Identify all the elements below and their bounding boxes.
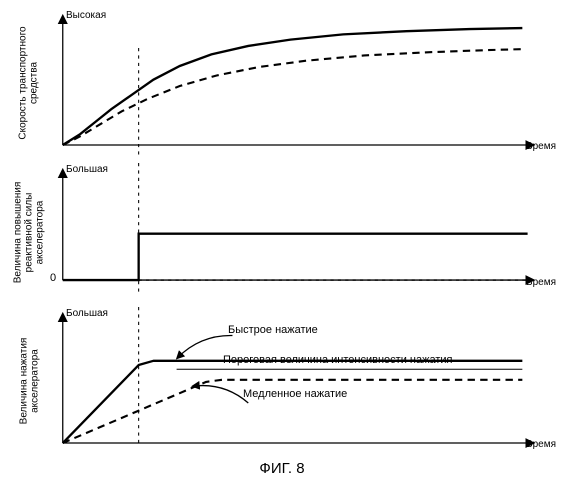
panel-speed: Скорость транспортногосредства Высокая В… (10, 8, 554, 158)
plot-wrap-3: Большая Время Быстрое нажатие Пороговая … (48, 306, 554, 456)
ylabel-wrap-3: Величина нажатияакселератора (10, 306, 48, 456)
ylabel-wrap-2: Величина повышенияреактивной силыакселер… (10, 162, 48, 302)
plot-wrap-1: Высокая Время (48, 8, 554, 158)
figure-caption: ФИГ. 8 (10, 460, 554, 477)
ylabel-wrap-1: Скорость транспортногосредства (10, 8, 48, 158)
ylabel-3: Величина нажатияакселератора (18, 338, 40, 425)
panel-reaction: Величина повышенияреактивной силыакселер… (10, 162, 554, 302)
plot-svg-2 (48, 162, 554, 299)
plot-svg-1 (48, 8, 554, 156)
ylabel-1: Скорость транспортногосредства (18, 26, 40, 139)
plot-wrap-2: Большая 0 Время (48, 162, 554, 302)
panel-press: Величина нажатияакселератора Большая Вре… (10, 306, 554, 456)
plot-svg-3 (48, 306, 554, 454)
ylabel-2: Величина повышенияреактивной силыакселер… (13, 181, 46, 283)
